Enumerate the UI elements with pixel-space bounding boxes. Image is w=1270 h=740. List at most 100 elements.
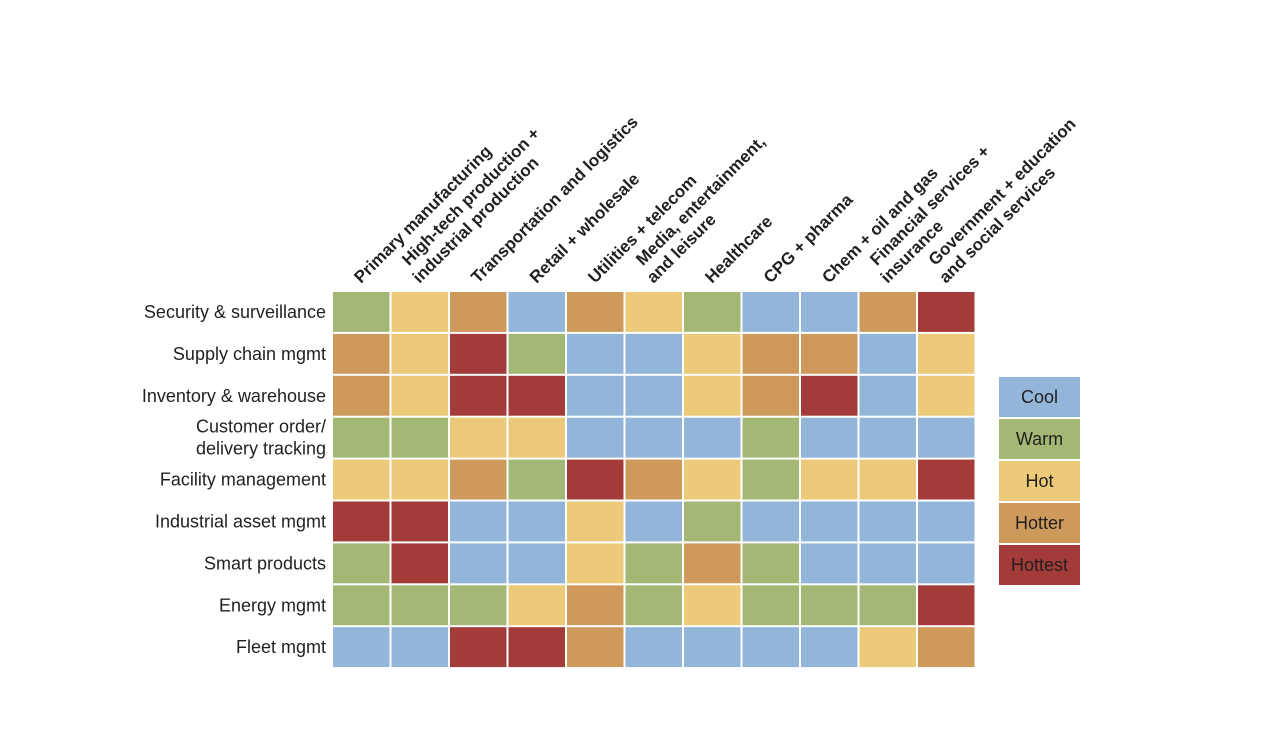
heatmap-cell: Warm [333,292,390,332]
row-label: Industrial asset mgmt [155,512,326,532]
heatmap-cell: Hot [450,417,507,458]
heatmap-cell: Hotter [450,459,507,500]
heatmap-cell: Cool [918,501,975,542]
legend-label: Cool [1021,387,1058,407]
heatmap-cell: Hottest [567,459,624,500]
heatmap-cell: Hot [859,459,916,500]
heatmap-cell: Cool [801,501,858,542]
row-label: Customer order/delivery tracking [196,417,326,459]
heatmap-cell: Cool [859,417,916,458]
row-label: Smart products [204,553,326,573]
heatmap-cell: Cool [801,543,858,584]
heatmap-cells: WarmHotHotterCoolHotterHotWarmCoolCoolHo… [333,292,975,668]
heatmap-cell: Hot [508,585,565,626]
heatmap-cell: Cool [567,375,624,416]
row-labels: Security & surveillance Supply chain mgmt… [142,302,326,657]
heatmap-cell: Warm [742,459,799,500]
heatmap-cell: Cool [684,627,741,668]
heatmap-cell: Cool [391,627,448,668]
legend-swatch [999,377,1080,417]
heatmap-cell: Hottest [801,375,858,416]
heatmap-cell: Cool [742,501,799,542]
legend-label: Hottest [1011,555,1068,575]
row-label: Fleet mgmt [236,637,326,657]
heatmap-cell: Hotter [742,333,799,374]
heatmap-cell: Warm [742,417,799,458]
heatmap-cell: Hot [333,459,390,500]
heatmap-cell: Cool [859,501,916,542]
heatmap-cell: Hot [859,627,916,668]
heatmap-cell: Hot [918,375,975,416]
heatmap-cell: Hot [684,375,741,416]
heatmap-cell: Cool [450,543,507,584]
heatmap-cell: Cool [508,292,565,332]
heatmap-cell: Hotter [333,333,390,374]
row-label: Energy mgmt [219,595,326,615]
row-label: Inventory & warehouse [142,386,326,406]
heatmap-cell: Cool [625,375,682,416]
heatmap-cell: Cool [508,543,565,584]
heatmap-cell: Warm [625,543,682,584]
heatmap-cell: Cool [508,501,565,542]
heatmap-cell: Cool [625,333,682,374]
heatmap-cell: Cool [567,333,624,374]
heatmap-cell: Cool [918,543,975,584]
heatmap-cell: Hot [508,417,565,458]
heatmap-cell: Hot [918,333,975,374]
heatmap-cell: Warm [391,417,448,458]
legend-swatch [999,419,1080,459]
heatmap-cell: Cool [801,417,858,458]
heatmap-cell: Hot [391,292,448,332]
legend: Cool Warm Hot Hotter Hottest [999,377,1080,585]
row-label: Supply chain mgmt [173,344,326,364]
heatmap-cell: Hot [567,501,624,542]
legend-swatch [999,503,1080,543]
heatmap-cell: Warm [508,459,565,500]
row-label: Security & surveillance [144,302,326,322]
heatmap-cell: Hottest [508,627,565,668]
heatmap-cell: Warm [684,501,741,542]
heatmap-cell: Hot [391,333,448,374]
heatmap-cell: Warm [625,585,682,626]
heatmap-cell: Hot [391,375,448,416]
heatmap-cell: Warm [801,585,858,626]
heatmap-cell: Warm [450,585,507,626]
heatmap-cell: Cool [801,292,858,332]
heatmap-cell: Cool [801,627,858,668]
heatmap-cell: Cool [625,627,682,668]
heatmap-cell: Hottest [391,501,448,542]
heatmap-cell: Cool [742,292,799,332]
heatmap-cell: Cool [450,501,507,542]
legend-label: Hotter [1015,513,1064,533]
heatmap-cell: Warm [742,543,799,584]
heatmap-cell: Hot [801,459,858,500]
heatmap-cell: Hotter [625,459,682,500]
heatmap-cell: Hotter [567,292,624,332]
heatmap-cell: Hot [684,459,741,500]
heatmap-cell: Hottest [508,375,565,416]
heatmap-cell: Warm [333,585,390,626]
heatmap-cell: Hottest [918,292,975,332]
heatmap-cell: Warm [684,292,741,332]
legend-label: Warm [1016,429,1063,449]
heatmap-cell: Hot [567,543,624,584]
heatmap-cell: Hotter [567,627,624,668]
heatmap-cell: Hotter [333,375,390,416]
heatmap-cell: Hotter [567,585,624,626]
heatmap-cell: Hotter [801,333,858,374]
heatmap-cell: Hot [625,292,682,332]
heatmap-cell: Hottest [450,375,507,416]
heatmap-cell: Hottest [918,459,975,500]
heatmap-cell: Warm [333,543,390,584]
legend-swatch [999,545,1080,585]
heatmap-cell: Hotter [742,375,799,416]
row-label: Facility management [160,470,326,490]
heatmap-cell: Cool [684,417,741,458]
heatmap-cell: Hotter [450,292,507,332]
heatmap-cell: Cool [625,417,682,458]
heatmap-cell: Warm [391,585,448,626]
heatmap-cell: Hot [684,333,741,374]
heatmap-cell: Hotter [918,627,975,668]
